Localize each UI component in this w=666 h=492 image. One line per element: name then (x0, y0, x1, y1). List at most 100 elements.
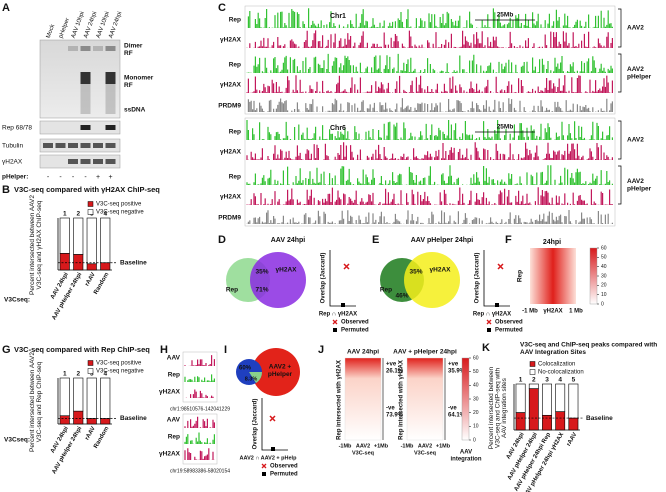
x-tick-label: rAAV (566, 432, 578, 448)
label: - (72, 174, 75, 181)
legend-label: Colocalization (538, 362, 575, 368)
blot-band (80, 159, 91, 164)
label: γH2AX (220, 194, 242, 201)
label: γH2AX (159, 389, 181, 396)
label: +1Mb (436, 443, 451, 449)
colorbar (589, 247, 598, 305)
track-signal (247, 8, 613, 28)
axis (329, 250, 356, 307)
bar (568, 417, 579, 431)
axis-label: Overlap (Jaccard) (253, 399, 259, 450)
permuted-marker (341, 303, 345, 307)
label: 26.1% (386, 369, 404, 375)
track-signal (246, 120, 613, 140)
blot-smear (105, 84, 116, 114)
label: Rep (517, 270, 524, 282)
colorbar-tick-label: 50 (601, 255, 607, 261)
panel-letter: B (2, 184, 10, 196)
label: Dimer (124, 43, 143, 50)
label: - (59, 174, 62, 181)
track-signal (246, 187, 613, 205)
label: 25Mb (497, 124, 514, 131)
track-signal (246, 210, 613, 224)
bar (100, 262, 111, 271)
panel-letter: E (372, 234, 379, 246)
label: AAV2 (627, 178, 644, 185)
observed-marker (497, 263, 504, 270)
colorbar-tick-label: 50 (473, 369, 479, 375)
label: AAV2 (418, 443, 432, 449)
label: + (108, 174, 112, 181)
bar (59, 377, 70, 417)
blot-band (80, 143, 91, 148)
label: 3 (545, 377, 549, 384)
locus-frame (182, 413, 218, 465)
label: 71% (255, 287, 268, 294)
bar (528, 388, 539, 431)
label: +ve (386, 362, 397, 368)
observed-marker (269, 415, 276, 422)
pie-slice (249, 372, 263, 383)
label: AAV (460, 450, 472, 456)
panel-letter: G (2, 344, 11, 356)
bar (555, 411, 566, 431)
track-signal (184, 374, 215, 382)
colorbar-tick-label: 60 (601, 245, 607, 251)
label: 1 Mb (569, 309, 583, 315)
label: AAV2 (627, 25, 644, 32)
track-frame (244, 5, 616, 115)
label: 73.9% (386, 413, 404, 419)
heatmap (406, 357, 444, 441)
bracket (618, 120, 622, 160)
label: pHelper (627, 74, 652, 81)
label: AAV (167, 417, 181, 424)
label: AAV2 (627, 137, 644, 144)
label: - (47, 174, 50, 181)
label: -1 Mb (522, 309, 538, 315)
legend-label: Permuted (341, 328, 369, 334)
label: Rep (380, 287, 392, 294)
colorbar-tick-label: 30 (473, 396, 479, 402)
label: -ve (386, 406, 395, 412)
track-signal (246, 165, 613, 185)
colorbar-tick-label: 40 (601, 264, 607, 270)
label: V3Cseq: (4, 297, 30, 304)
axis-label: V3C-seq and ChIP-seq with (495, 368, 502, 449)
label: V3Cseq: (4, 437, 30, 444)
label: 35% (255, 269, 268, 276)
label: Rep ∩ γH2AX (473, 312, 511, 318)
label: Rep ∩ γH2AX (319, 312, 357, 318)
axis-label: V3C-seq and Rep ChIP-seq (36, 361, 43, 442)
panel-title: AAV + pHelper 24hpi (393, 349, 457, 356)
label: AAV2 (627, 66, 644, 73)
label: Rep (229, 17, 241, 24)
label: integration (451, 457, 482, 463)
lane-label: Mock (46, 23, 57, 39)
permuted-marker (271, 447, 275, 451)
label: Rep (229, 62, 241, 69)
colorbar-tick-label: 0 (601, 301, 604, 307)
label: 35.9% (448, 369, 466, 375)
label: AAV (167, 355, 181, 362)
colorbar-tick-label: 20 (601, 283, 607, 289)
label: 4 (103, 371, 107, 378)
label: +1Mb (374, 443, 389, 449)
panel-letter: F (505, 234, 512, 246)
label: -1Mb (401, 443, 414, 449)
label: 1 (63, 211, 67, 218)
axis-label: V3C-seq and γH2AX ChIP-seq (36, 200, 43, 289)
legend-label: V3C-seq negative (96, 210, 144, 216)
legend-x (486, 319, 492, 325)
label: Monomer (124, 75, 154, 82)
label: AAV2 + (269, 364, 292, 371)
blot-band (68, 143, 78, 148)
label: γH2AX (543, 309, 562, 315)
label: 35% (409, 269, 422, 276)
legend-label: Observed (270, 464, 298, 470)
legend-label: V3C-seq positive (96, 202, 142, 208)
bar (86, 418, 97, 425)
label: γH2AX (220, 82, 242, 89)
legend-square (333, 328, 337, 332)
bar (568, 383, 579, 419)
